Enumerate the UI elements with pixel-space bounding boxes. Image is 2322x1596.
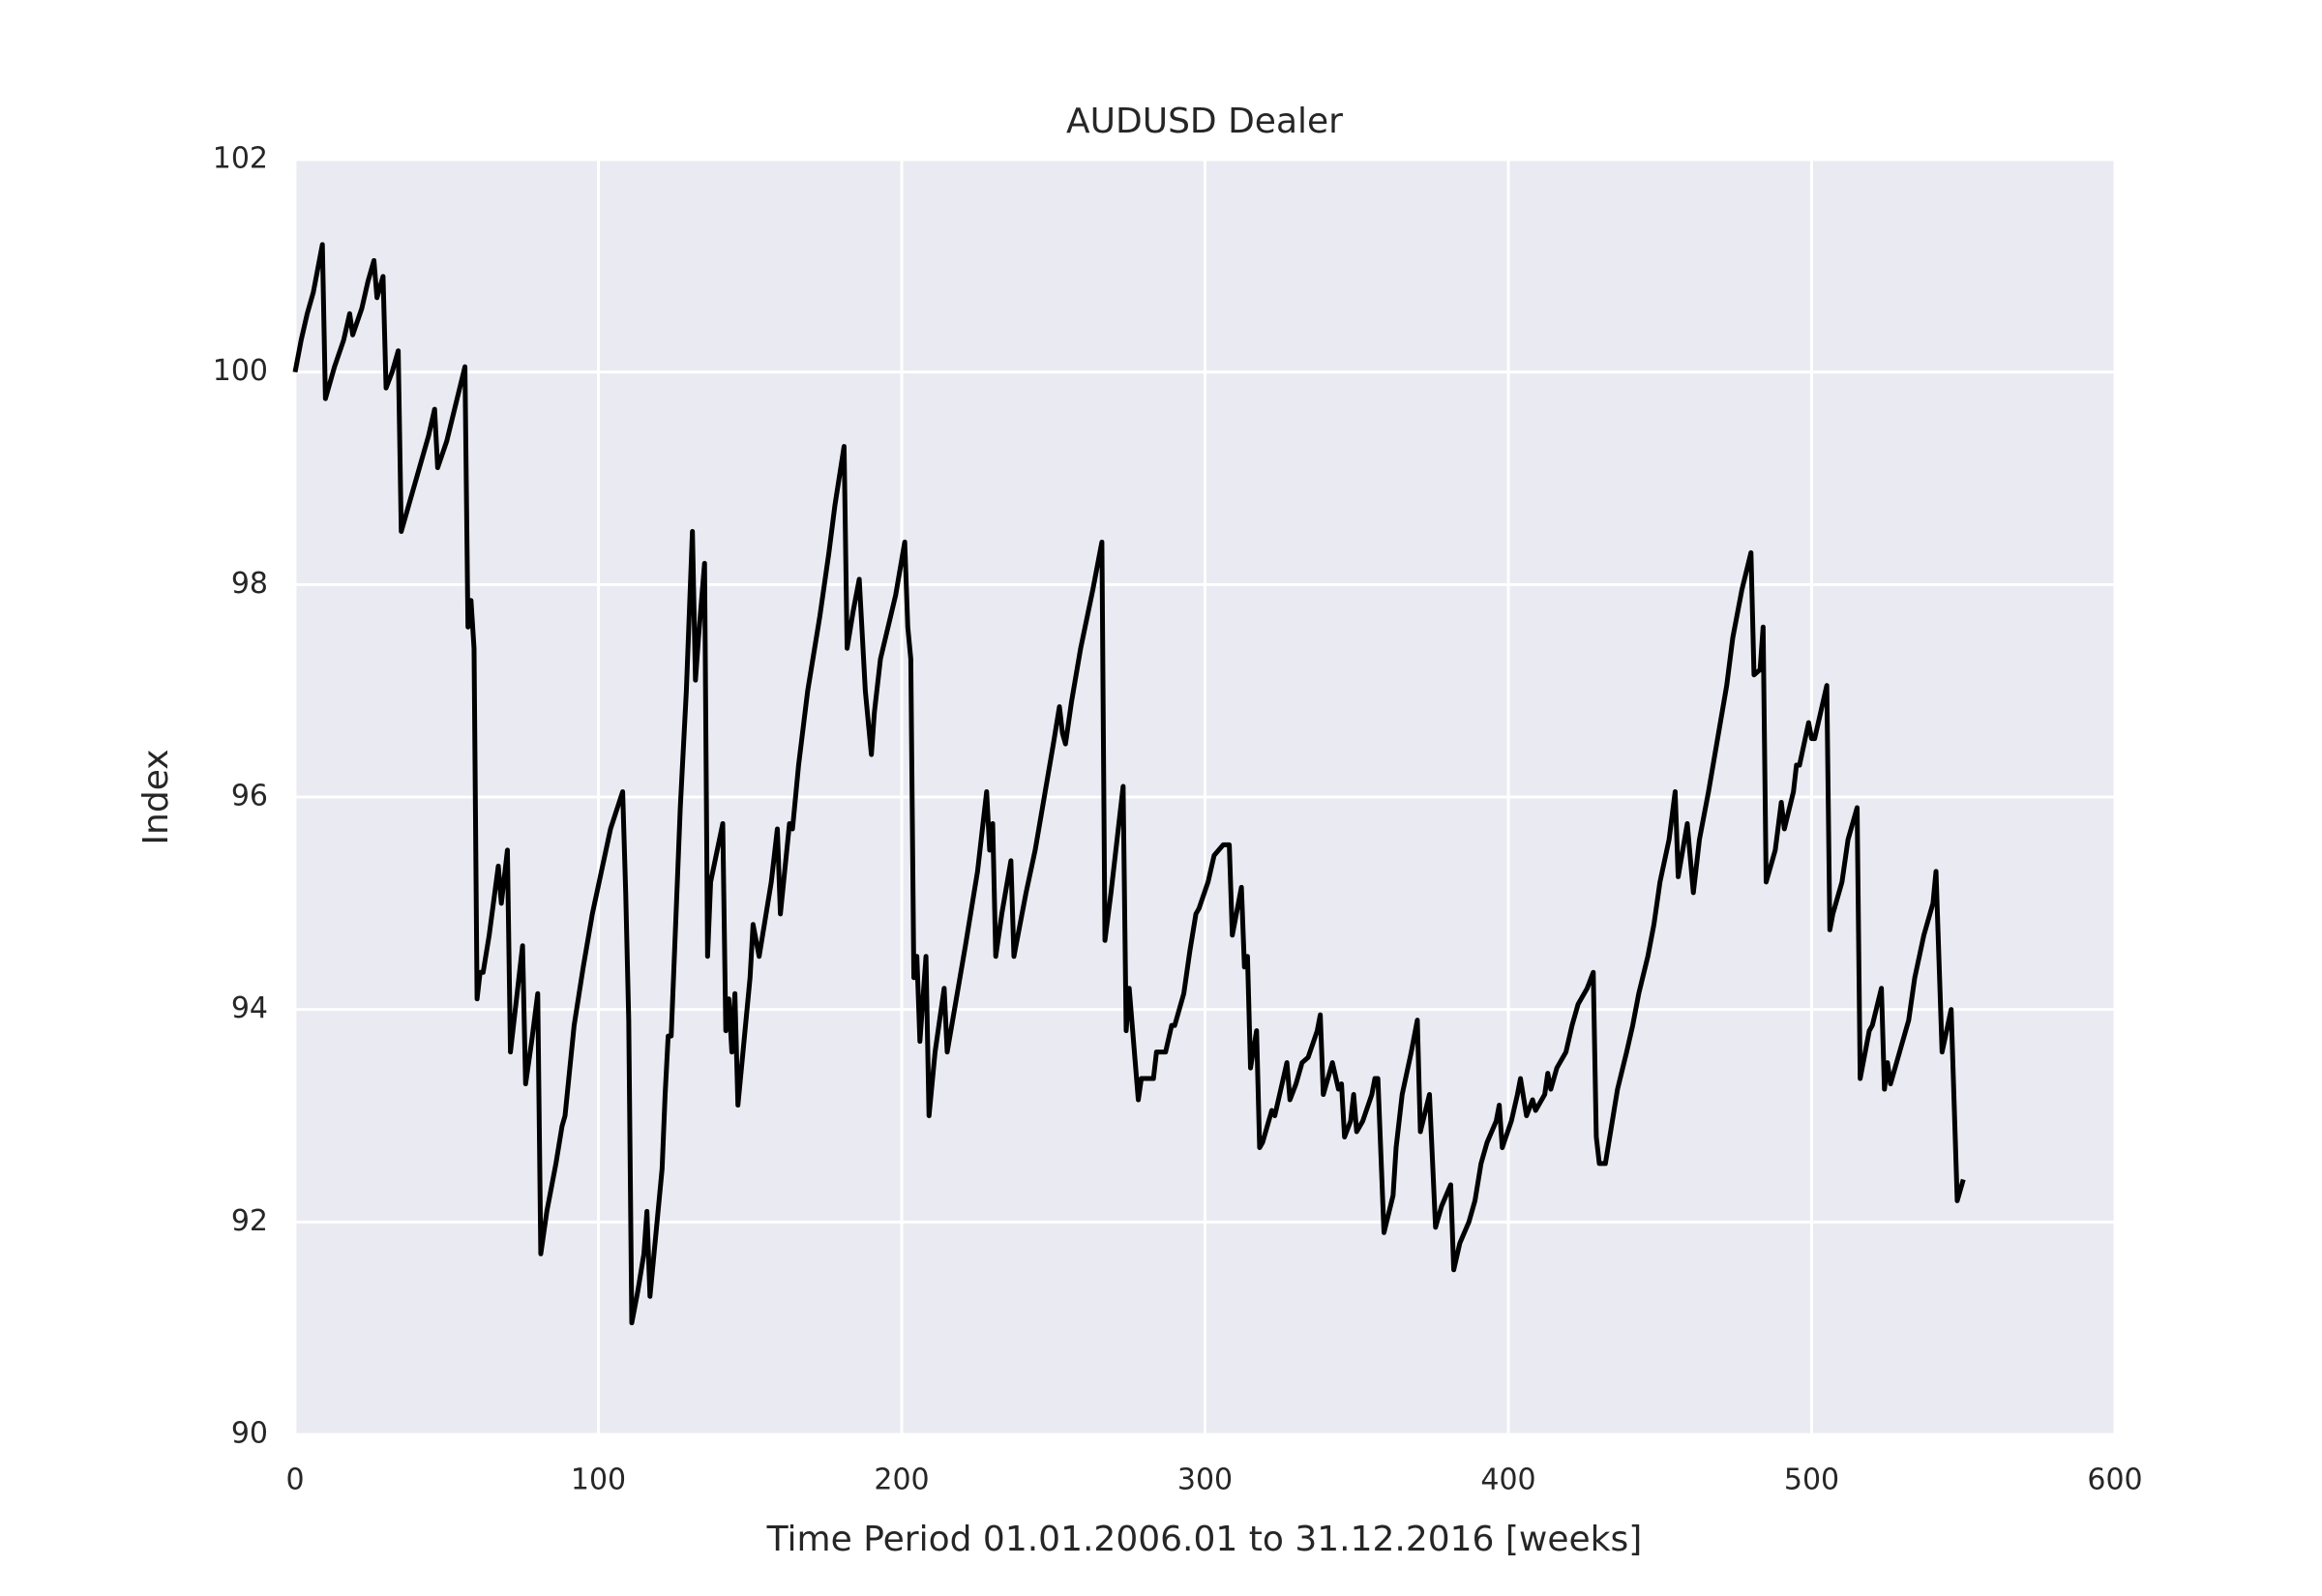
y-tick-label: 100 bbox=[213, 354, 268, 388]
x-axis-label: Time Period 01.01.2006.01 to 31.12.2016 … bbox=[766, 1520, 1643, 1559]
x-tick-label: 600 bbox=[2087, 1463, 2142, 1497]
y-axis-label: Index bbox=[136, 749, 176, 844]
y-tick-label: 96 bbox=[231, 780, 268, 813]
x-tick-label: 400 bbox=[1480, 1463, 1535, 1497]
y-tick-label: 92 bbox=[231, 1204, 268, 1238]
x-tick-label: 500 bbox=[1784, 1463, 1839, 1497]
data-line bbox=[292, 242, 1966, 1326]
y-tick-label: 102 bbox=[213, 142, 268, 176]
x-tick-label: 200 bbox=[874, 1463, 929, 1497]
x-tick-label: 0 bbox=[285, 1463, 304, 1497]
y-tick-label: 90 bbox=[231, 1417, 268, 1451]
chart-title: AUDUSD Dealer bbox=[1066, 102, 1343, 141]
y-tick-label: 94 bbox=[231, 991, 268, 1025]
y-tick-label: 98 bbox=[231, 567, 268, 601]
x-tick-label: 300 bbox=[1177, 1463, 1233, 1497]
x-tick-label: 100 bbox=[571, 1463, 626, 1497]
